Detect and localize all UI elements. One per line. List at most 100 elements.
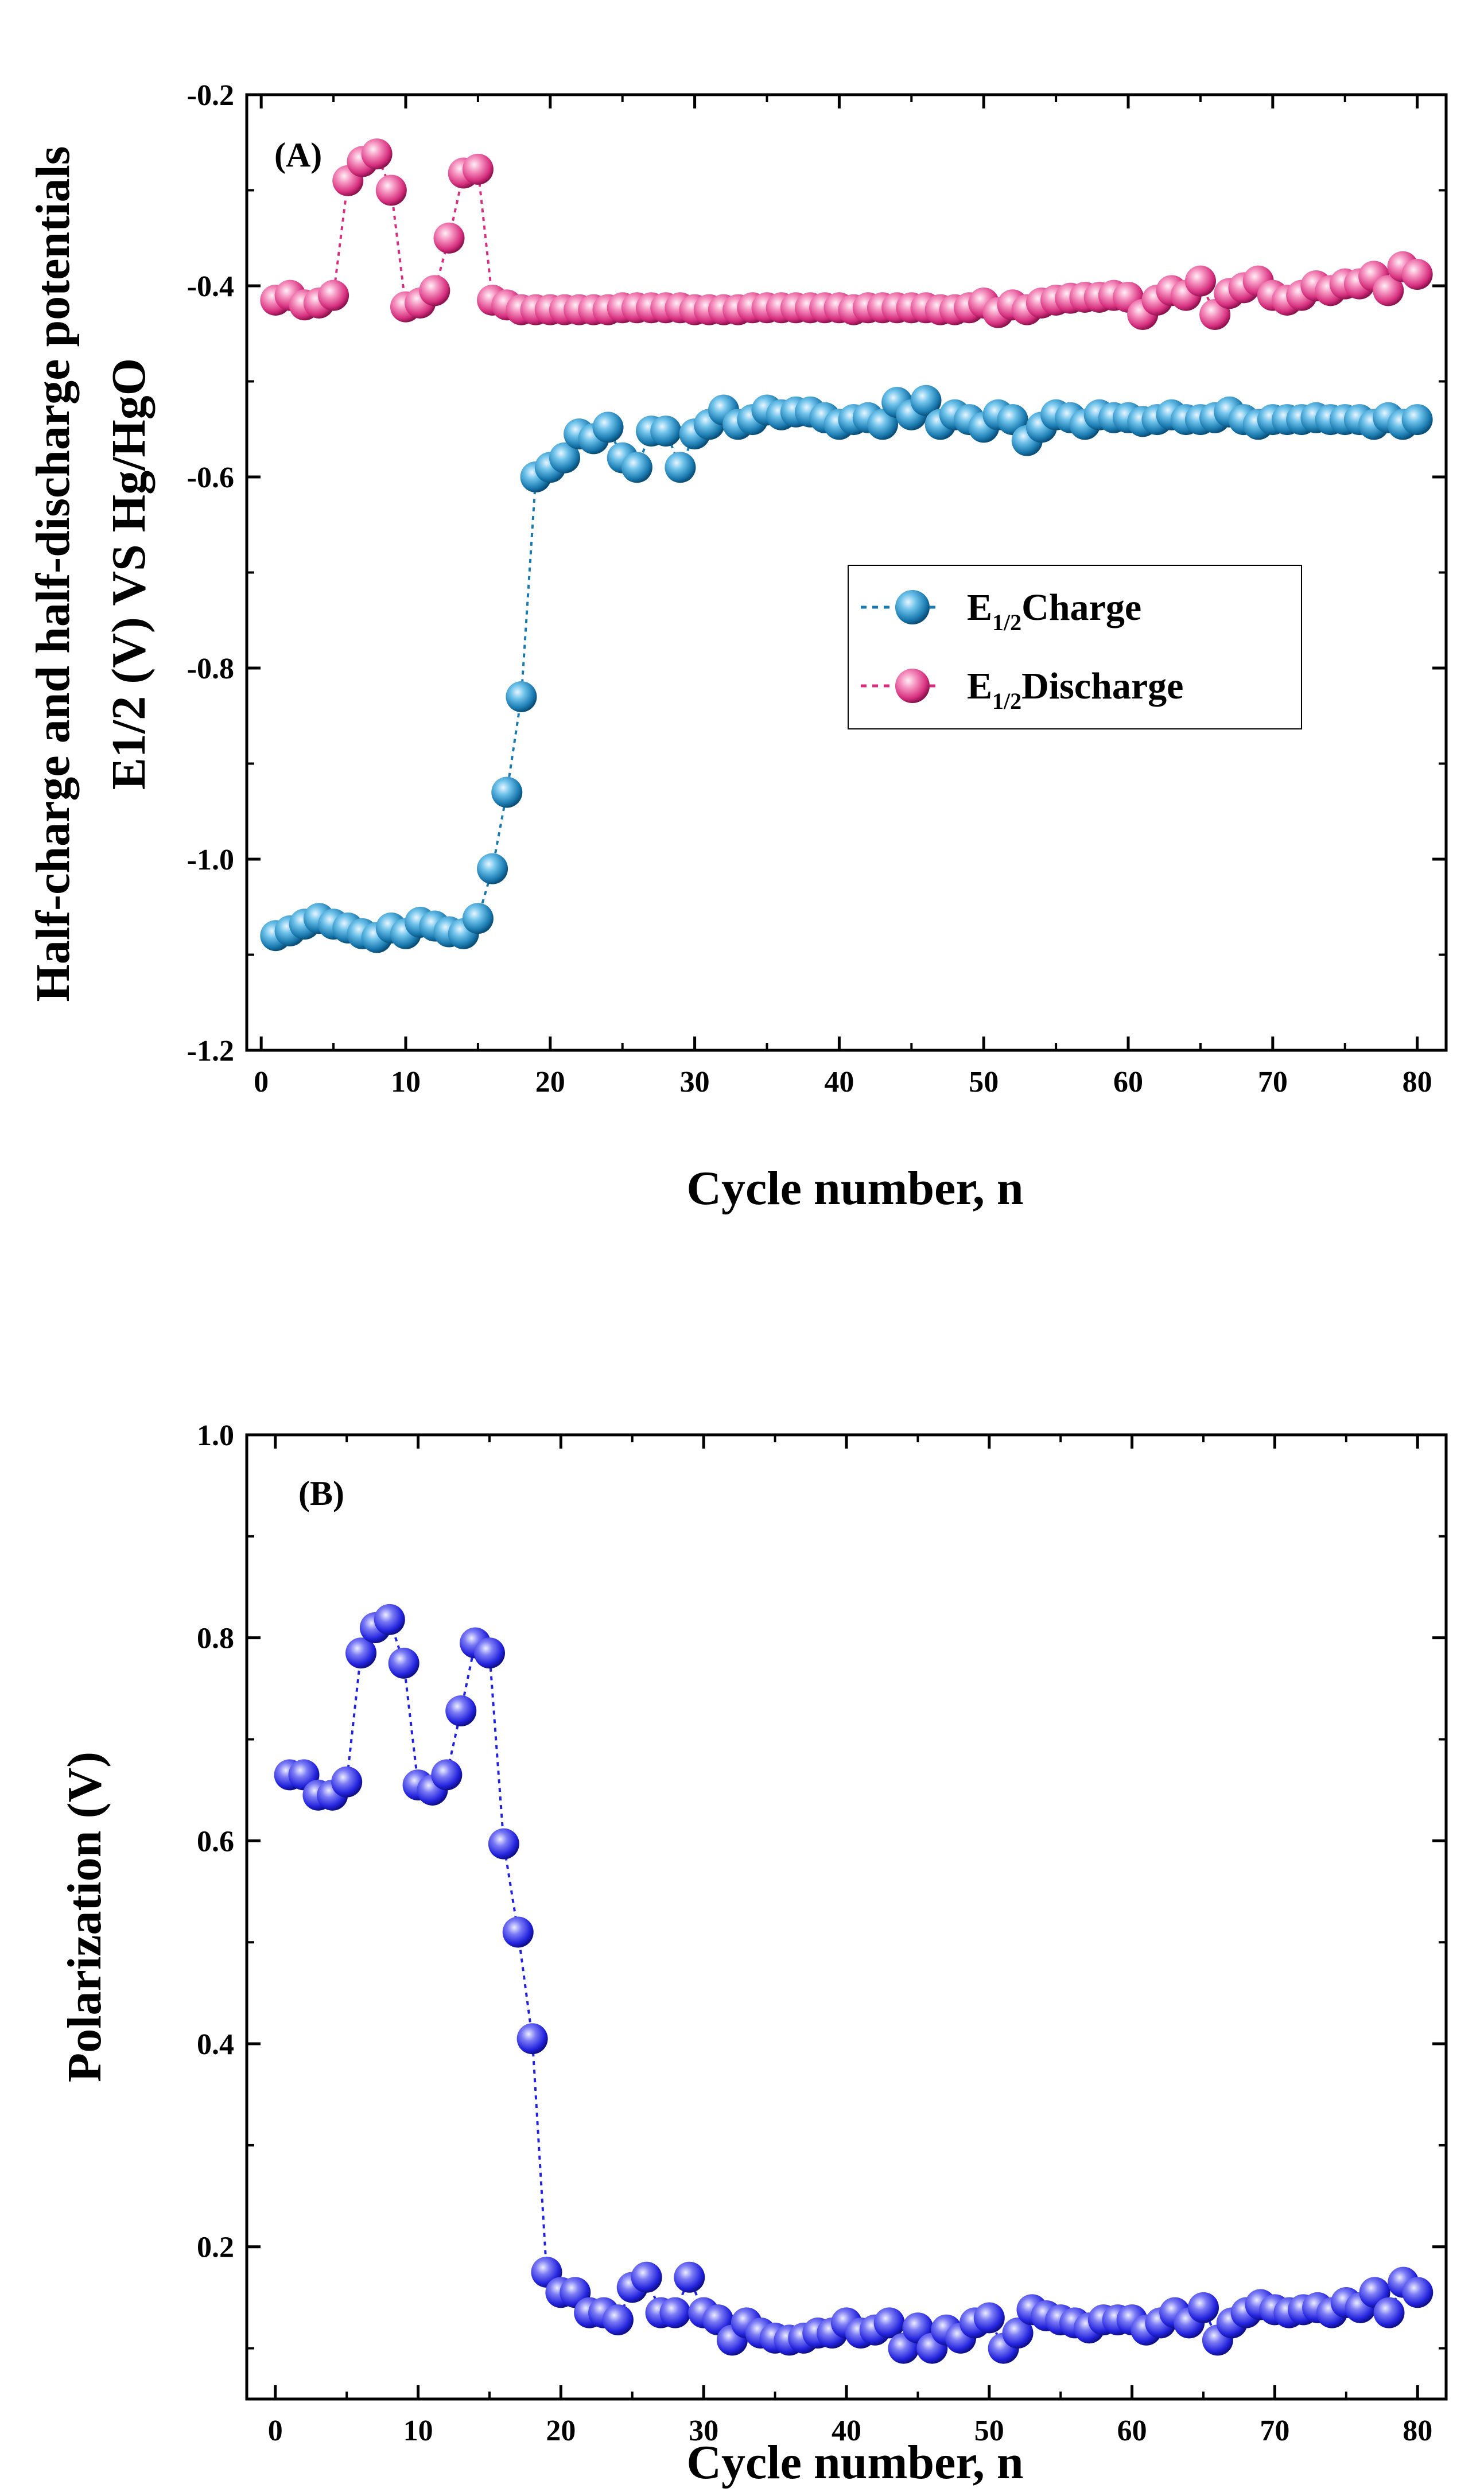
legend-label-discharge: E1/2Discharge [967, 665, 1183, 714]
plot-frame-b [245, 1433, 1448, 2401]
data-point [659, 2297, 691, 2328]
legend-charge-main: E [967, 587, 992, 628]
data-point [388, 1647, 419, 1679]
axis-ticks-a [247, 93, 1446, 1052]
data-point [374, 1604, 405, 1635]
y-tick-label: -1.0 [187, 844, 234, 876]
y-tick-label: 0.6 [197, 1825, 234, 1858]
data-point [488, 1828, 519, 1860]
y-tick-label: -1.2 [187, 1035, 234, 1068]
data-point [1401, 259, 1433, 290]
x-tick-label: 10 [403, 2415, 433, 2447]
panel-a: 0 10 20 30 40 50 60 70 80 -0.2 -0.4 -0.6 -0.8 -1.0 -1.… [26, 79, 1448, 1215]
x-tick-label: 20 [546, 2415, 576, 2447]
data-point [462, 153, 494, 185]
legend-discharge-sub: 1/2 [992, 688, 1021, 714]
series-points-b [274, 1604, 1434, 2364]
x-tick-label: 60 [1113, 1066, 1143, 1099]
x-tick-label: 80 [1403, 2415, 1432, 2447]
data-point [375, 174, 407, 206]
legend-discharge-rest: Discharge [1021, 665, 1183, 707]
data-point [1002, 2318, 1034, 2349]
legend-charge-sub: 1/2 [992, 610, 1021, 635]
x-axis-title-a: Cycle number, n [686, 1162, 1023, 1215]
x-tick-label: 60 [1117, 2415, 1147, 2447]
y-tick-label: 0.2 [197, 2231, 234, 2264]
x-tick-label: 40 [832, 2415, 861, 2447]
data-point [631, 2261, 662, 2293]
legend-marker-charge [895, 590, 930, 624]
data-point [674, 2261, 705, 2293]
legend-charge-rest: Charge [1021, 587, 1141, 628]
y-tick-label: -0.8 [187, 653, 234, 685]
y-tick-label: -0.2 [187, 79, 234, 112]
tick-labels-b: 0 10 20 30 40 50 60 70 80 0.2 0.4 0.6 0.8 1.0 [197, 1419, 1432, 2447]
data-point [1188, 2292, 1219, 2323]
data-point [1373, 2297, 1405, 2328]
x-tick-label: 50 [974, 2415, 1004, 2447]
y-tick-label: 0.4 [197, 2028, 234, 2061]
data-point [1373, 275, 1404, 306]
x-tick-label: 20 [535, 1066, 565, 1099]
data-point [1184, 265, 1216, 297]
panel-label-b: (B) [298, 1474, 344, 1512]
legend-box-a [848, 565, 1302, 729]
y-tick-label: -0.4 [187, 270, 234, 303]
panel-label-a: (A) [274, 136, 322, 174]
x-tick-label: 30 [680, 1066, 710, 1099]
legend-discharge-main: E [967, 665, 992, 707]
data-point [502, 1916, 534, 1948]
x-tick-label: 10 [391, 1066, 421, 1099]
y-tick-label: -0.6 [187, 461, 234, 494]
tick-labels-a: 0 10 20 30 40 50 60 70 80 -0.2 -0.4 -0.6 -0.8 -1.0 -1.… [187, 79, 1432, 1099]
data-point [491, 777, 523, 808]
x-tick-label: 30 [689, 2415, 718, 2447]
data-point [431, 1759, 463, 1791]
data-point [973, 2302, 1005, 2334]
data-point [621, 452, 652, 483]
data-point [1402, 2277, 1434, 2308]
y-tick-label: 0.8 [197, 1622, 234, 1655]
data-point [873, 2307, 905, 2339]
data-point [1401, 404, 1433, 436]
data-point [549, 442, 580, 473]
data-point [665, 452, 696, 483]
x-axis-title-b: Cycle number, n [686, 2436, 1023, 2489]
series-lines-b [289, 1617, 1419, 2351]
x-tick-label: 80 [1403, 1066, 1432, 1099]
legend-a: E1/2Charge E1/2Discharge [848, 565, 1302, 729]
data-point [867, 409, 898, 440]
x-tick-label: 50 [969, 1066, 999, 1099]
x-tick-label: 70 [1258, 1066, 1288, 1099]
legend-label-charge: E1/2Charge [967, 587, 1141, 635]
data-point [477, 853, 508, 884]
y-axis-title-b: Polarization (V) [58, 1752, 111, 2082]
series-line [289, 1617, 1419, 2351]
series-points-a [260, 138, 1433, 953]
data-point [910, 385, 942, 416]
panel-b: 0 10 20 30 40 50 60 70 80 0.2 0.4 0.6 0.8 1.0 (B) Cyc… [58, 1419, 1448, 2489]
legend-marker-discharge [895, 669, 930, 703]
data-point [516, 2023, 548, 2055]
series-lines-a [275, 152, 1418, 939]
data-point [331, 1766, 363, 1798]
data-point [433, 222, 465, 254]
data-point [473, 1637, 505, 1669]
axis-ticks-b [247, 1433, 1446, 2399]
data-point [592, 412, 624, 443]
data-point [361, 138, 393, 170]
x-tick-label: 0 [254, 1066, 269, 1099]
data-point [419, 275, 450, 306]
data-point [462, 903, 494, 934]
x-tick-label: 0 [268, 2415, 283, 2447]
y-axis-title-a-line1: Half-charge and half-discharge potential… [26, 146, 80, 1002]
data-point [445, 1695, 477, 1727]
data-point [318, 280, 349, 311]
data-point [345, 1637, 377, 1669]
x-tick-label: 40 [824, 1066, 854, 1099]
y-axis-title-a-line2: E1/2 (V) VS Hg/HgO [102, 358, 156, 790]
y-tick-label: 1.0 [197, 1419, 234, 1452]
x-tick-label: 70 [1260, 2415, 1289, 2447]
data-point [650, 416, 682, 447]
